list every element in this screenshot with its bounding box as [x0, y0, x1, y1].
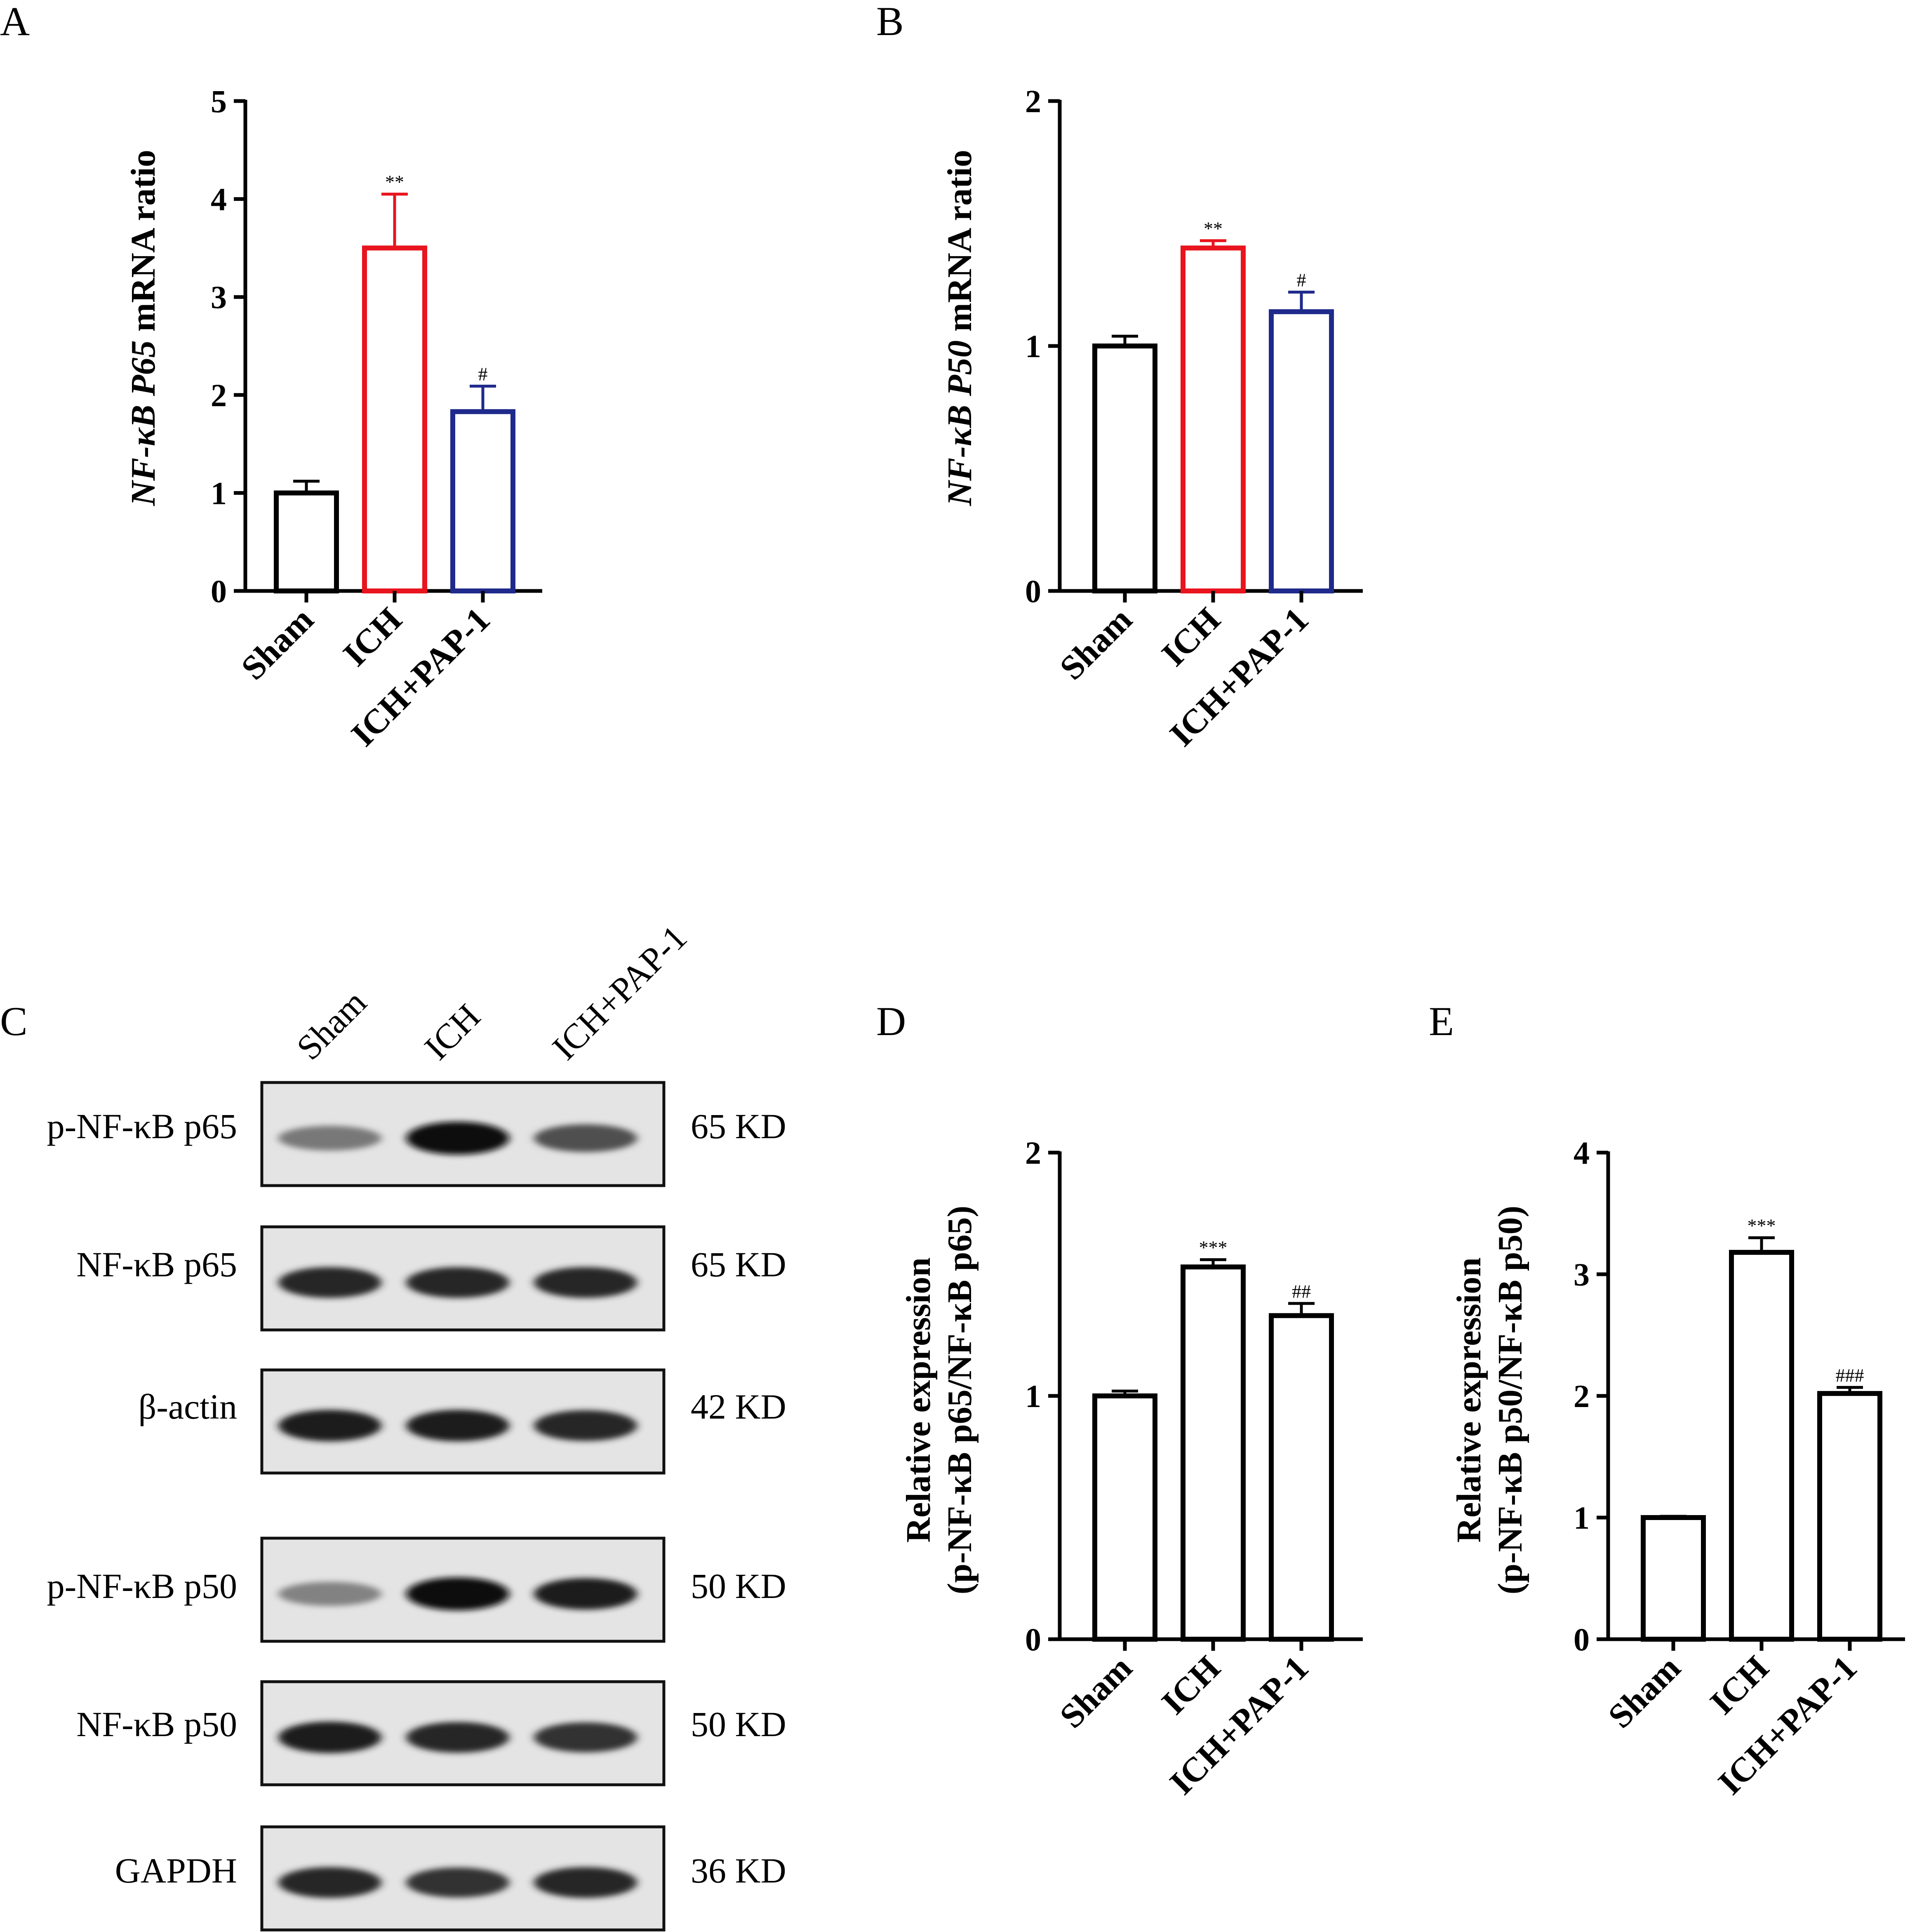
x-tick-label: ICH — [1154, 1649, 1228, 1722]
bar — [1181, 245, 1246, 593]
significance-label: *** — [1748, 1215, 1776, 1236]
y-tick-label: 2 — [1025, 83, 1041, 119]
blot-band — [534, 1267, 637, 1298]
x-tick-label: ICH — [336, 600, 409, 674]
y-tick-label: 3 — [1574, 1257, 1590, 1292]
panel-letter-c: C — [0, 998, 28, 1044]
y-axis-label-line2: (p-NF-κB p65/NF-κB p65) — [941, 1206, 979, 1595]
blot-lane-label: ICH — [417, 996, 488, 1068]
bar — [1817, 1391, 1882, 1642]
y-axis-label-line1: Relative expression — [1450, 1257, 1488, 1542]
panel-letter-d: D — [876, 998, 906, 1044]
western-blot-panel-c: Sham ICH ICH+PAP-1 p-NF-κB p65 65 KD NF-κB p6… — [47, 918, 786, 1932]
blot-band — [534, 1124, 637, 1152]
blot-band — [534, 1722, 637, 1753]
blot-band — [406, 1722, 509, 1753]
blot-band — [278, 1267, 381, 1298]
y-axis-label: NF-κB P50 mRNA ratio — [941, 150, 979, 506]
blot-protein-label: GAPDH — [115, 1851, 237, 1890]
panel-letter-a: A — [0, 0, 30, 44]
bar — [1641, 1515, 1706, 1642]
y-axis-label-line1: Relative expression — [899, 1257, 938, 1542]
x-tick-label: Sham — [234, 600, 321, 687]
panel-letter-e: E — [1429, 998, 1454, 1044]
x-tick-label: ICH — [1154, 600, 1228, 674]
blot-band — [278, 1410, 381, 1442]
panel-letter-b: B — [876, 0, 904, 44]
blot-band — [278, 1125, 381, 1151]
bar — [1181, 1264, 1246, 1642]
significance-label: *** — [1199, 1237, 1228, 1258]
bar — [362, 245, 427, 593]
blot-size-label: 50 KD — [691, 1704, 786, 1744]
y-tick-label: 1 — [1025, 328, 1041, 364]
blot-protein-label: p-NF-κB p65 — [47, 1106, 237, 1146]
x-tick-label: Sham — [1052, 1649, 1139, 1736]
significance-label: ## — [1292, 1281, 1311, 1302]
y-tick-label: 0 — [1574, 1621, 1590, 1657]
x-tick-label: Sham — [1052, 600, 1139, 687]
blot-lane-label: ICH+PAP-1 — [545, 918, 695, 1068]
y-tick-label: 2 — [211, 377, 227, 413]
significance-label: # — [478, 363, 488, 384]
blot-protein-label: p-NF-κB p50 — [47, 1566, 237, 1606]
x-tick-label: ICH — [1703, 1649, 1776, 1722]
blot-band — [406, 1577, 509, 1610]
significance-label: ### — [1836, 1365, 1864, 1386]
x-tick-label: Sham — [1601, 1649, 1688, 1736]
blot-size-label: 65 KD — [691, 1245, 786, 1284]
blot-band — [534, 1578, 637, 1610]
y-tick-label: 2 — [1574, 1378, 1590, 1414]
significance-label: # — [1297, 269, 1306, 290]
blot-protein-label: β-actin — [138, 1387, 237, 1426]
bar — [1729, 1250, 1794, 1642]
blot-band — [406, 1867, 509, 1898]
bar — [274, 490, 339, 594]
y-tick-label: 1 — [1574, 1500, 1590, 1536]
blot-protein-label: NF-κB p65 — [76, 1245, 237, 1284]
blot-size-label: 65 KD — [691, 1106, 786, 1146]
blot-band — [406, 1122, 509, 1155]
significance-label: ** — [385, 172, 404, 193]
y-tick-label: 1 — [1025, 1378, 1041, 1414]
y-tick-label: 1 — [211, 475, 227, 511]
y-tick-label: 3 — [211, 279, 227, 315]
blot-band — [406, 1267, 509, 1298]
significance-label: ** — [1204, 218, 1223, 239]
bar — [1269, 309, 1334, 593]
bar — [1092, 1393, 1157, 1642]
bar — [1269, 1313, 1334, 1642]
blot-size-label: 50 KD — [691, 1566, 786, 1606]
blot-band — [534, 1867, 637, 1898]
blot-protein-label: NF-κB p50 — [76, 1704, 237, 1744]
y-tick-label: 4 — [1574, 1135, 1590, 1171]
y-tick-label: 0 — [1025, 1621, 1041, 1657]
y-axis-label: NF-κB P65 mRNA ratio — [124, 150, 162, 506]
y-tick-label: 5 — [211, 83, 227, 119]
y-tick-label: 0 — [211, 573, 227, 609]
blot-band — [278, 1867, 381, 1898]
blot-size-label: 36 KD — [691, 1851, 786, 1890]
blot-band — [406, 1410, 509, 1442]
y-tick-label: 4 — [211, 181, 227, 217]
blot-band — [534, 1410, 637, 1441]
y-tick-label: 2 — [1025, 1135, 1041, 1171]
blot-lane-label: Sham — [289, 982, 374, 1067]
bar — [450, 409, 515, 594]
y-axis-label-line2: (p-NF-κB p50/NF-κB p50) — [1491, 1206, 1529, 1595]
blot-size-label: 42 KD — [691, 1387, 786, 1426]
y-tick-label: 0 — [1025, 573, 1041, 609]
blot-band — [278, 1721, 381, 1753]
bar — [1092, 344, 1157, 593]
blot-band — [278, 1581, 381, 1606]
